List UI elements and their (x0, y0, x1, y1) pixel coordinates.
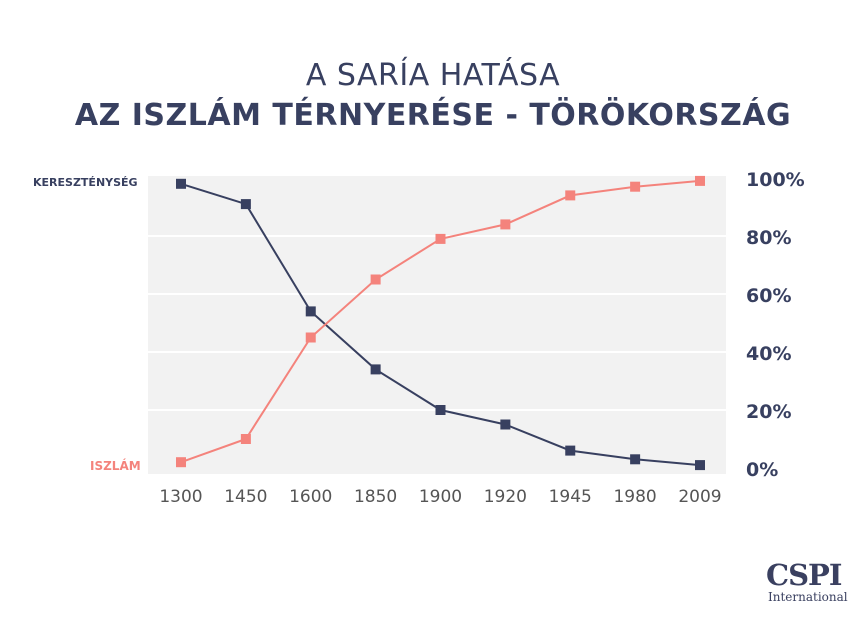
data-point (565, 445, 576, 456)
data-point (500, 419, 511, 430)
data-point (305, 306, 316, 317)
y-axis-labels: 0% 20% 40% 60% 80% 100% (746, 169, 805, 481)
x-tick-label: 1980 (613, 487, 656, 507)
data-point (435, 233, 446, 244)
y-tick-label: 80% (746, 227, 791, 249)
x-tick-label: 1900 (419, 487, 462, 507)
data-point (176, 457, 186, 468)
x-tick-label: 1850 (354, 487, 397, 507)
data-point (176, 178, 186, 189)
cspi-logo: CSPI International (766, 560, 856, 604)
logo-sub-text: International (768, 590, 848, 604)
data-point (305, 332, 316, 343)
y-tick-label: 20% (746, 401, 791, 423)
data-point (630, 454, 641, 465)
chart-title-line1: A SARÍA HATÁSA (305, 58, 561, 93)
y-tick-label: 60% (746, 285, 791, 307)
x-tick-label: 1600 (289, 487, 332, 507)
logo-main-text: CSPI (766, 558, 842, 592)
data-point (500, 219, 511, 230)
data-point (240, 434, 251, 444)
x-axis-labels: 1300 1450 1600 1850 1900 1920 1945 1980 2009 (159, 487, 721, 507)
x-tick-label: 1300 (159, 487, 202, 507)
data-point (695, 175, 705, 186)
data-point (370, 364, 381, 375)
data-point (240, 199, 251, 210)
data-point (695, 460, 705, 471)
x-tick-label: 1945 (549, 487, 592, 507)
data-point (630, 181, 641, 192)
x-tick-label: 2009 (678, 487, 721, 507)
data-point (435, 405, 446, 415)
y-tick-label: 40% (746, 343, 791, 365)
y-tick-label: 100% (746, 169, 805, 191)
series-label-islam: ISZLÁM (90, 458, 141, 473)
series-label-christianity: KERESZTÉNYSÉG (33, 176, 138, 189)
chart-title-line2: AZ ISZLÁM TÉRNYERÉSE - TÖRÖKORSZÁG (74, 98, 792, 133)
y-tick-label: 0% (746, 459, 778, 481)
plot-background (148, 176, 726, 474)
x-tick-label: 1450 (224, 487, 267, 507)
data-point (370, 274, 381, 285)
series-labels: KERESZTÉNYSÉG ISZLÁM (33, 176, 141, 473)
data-point (565, 190, 576, 201)
x-tick-label: 1920 (484, 487, 527, 507)
data-points (176, 175, 705, 471)
